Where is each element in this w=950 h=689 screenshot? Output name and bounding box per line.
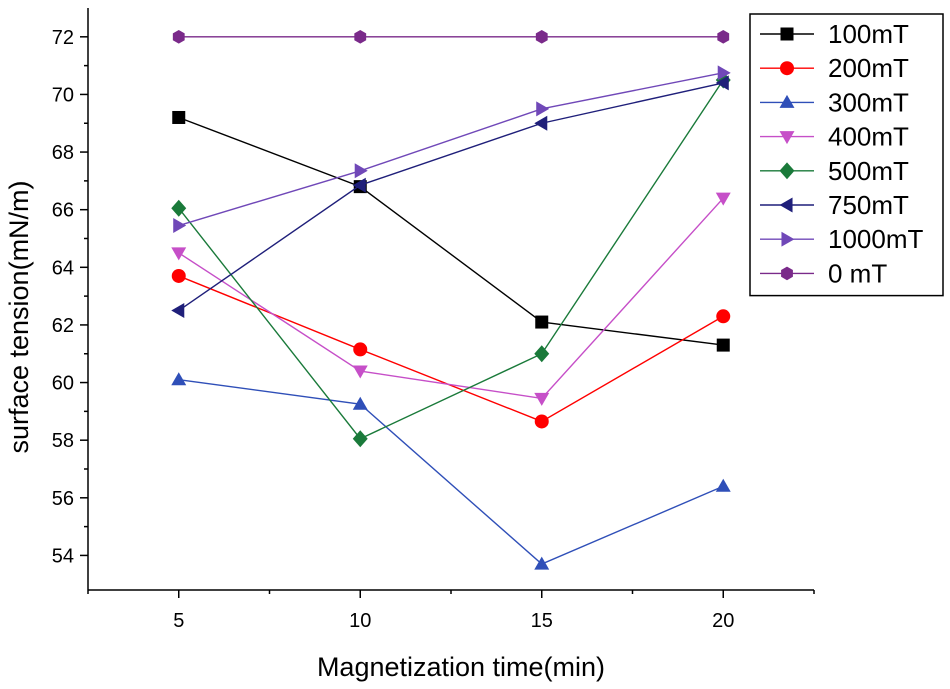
series-line-300mt	[178, 378, 724, 565]
legend-label: 0 mT	[828, 258, 887, 288]
legend-marker	[779, 197, 793, 213]
data-point-300mt	[715, 478, 731, 492]
y-tick-label: 64	[52, 257, 74, 279]
legend-entry-750mt: 750mT	[760, 190, 909, 220]
legend-label: 300mT	[828, 87, 909, 117]
legend-label: 750mT	[828, 190, 909, 220]
series-0mt	[172, 29, 730, 44]
data-point-750mt	[534, 115, 548, 131]
legend-marker	[779, 131, 795, 145]
data-point-750mt	[352, 177, 366, 193]
data-point-100mt	[535, 315, 549, 329]
data-point-1000mt	[717, 65, 731, 81]
series-750mt	[171, 75, 729, 318]
data-point-1000mt	[536, 101, 550, 117]
data-point-0mt	[535, 29, 548, 44]
y-tick-label: 56	[52, 488, 74, 510]
data-point-400mt	[352, 365, 368, 379]
data-point-400mt	[171, 247, 187, 261]
legend-entry-100mt: 100mT	[760, 19, 909, 49]
legend-box	[749, 13, 944, 297]
legend-marker	[779, 94, 795, 108]
y-tick-label: 58	[52, 430, 74, 452]
data-point-200mt	[171, 268, 186, 283]
data-point-400mt	[534, 392, 550, 406]
data-point-500mt	[352, 430, 368, 448]
data-point-500mt	[534, 345, 550, 363]
y-tick-label: 60	[52, 373, 74, 395]
data-point-400mt	[715, 192, 731, 206]
data-point-200mt	[716, 309, 731, 324]
series-200mt	[171, 268, 731, 429]
data-point-1000mt	[354, 163, 368, 179]
data-point-100mt	[172, 110, 186, 124]
series-line-100mt	[178, 116, 724, 346]
legend-entry-400mt: 400mT	[760, 122, 909, 152]
legend-entry-300mt: 300mT	[760, 87, 909, 117]
legend-entry-0mt: 0 mT	[760, 258, 887, 288]
legend-marker	[779, 162, 795, 180]
series-400mt	[171, 192, 731, 406]
series-300mt	[171, 372, 731, 570]
series-line-200mt	[178, 275, 724, 423]
legend-entry-200mt: 200mT	[760, 53, 909, 83]
y-tick-label: 72	[52, 27, 74, 49]
plot-area	[171, 29, 731, 570]
legend-label: 1000mT	[828, 224, 923, 254]
series-1000mt	[173, 65, 731, 234]
data-point-0mt	[172, 29, 185, 44]
y-axis-title: surface tension(mN/m)	[4, 180, 34, 453]
legend-marker	[781, 231, 795, 247]
x-tick-label: 20	[712, 610, 734, 632]
legend-marker	[781, 266, 793, 281]
y-tick-label: 66	[52, 200, 74, 222]
y-tick-label: 54	[52, 545, 74, 567]
legend-marker	[780, 27, 794, 41]
data-point-1000mt	[173, 218, 187, 234]
x-tick-label: 15	[531, 610, 553, 632]
series-100mt	[172, 110, 730, 352]
data-point-300mt	[171, 372, 187, 386]
legend-label: 100mT	[828, 19, 909, 49]
series-line-400mt	[178, 197, 724, 400]
legend-label: 400mT	[828, 122, 909, 152]
series-line-750mt	[178, 82, 724, 312]
y-tick-label: 70	[52, 84, 74, 106]
series-500mt	[171, 71, 731, 448]
legend-entry-500mt: 500mT	[760, 156, 909, 186]
legend-marker	[780, 61, 794, 76]
y-tick-label: 62	[52, 315, 74, 337]
axes: 54 56 58 60 62 64 66 68 70 72 5 10 15 20	[52, 8, 815, 632]
data-point-0mt	[717, 29, 730, 44]
legend: 100mT 200mT 300mT 400mT 500mT 750mT 1000mT 0 mT	[749, 13, 944, 297]
data-point-100mt	[716, 338, 730, 352]
data-point-0mt	[354, 29, 367, 44]
data-point-200mt	[534, 414, 549, 429]
data-point-300mt	[534, 556, 550, 570]
legend-label: 500mT	[828, 156, 909, 186]
data-point-200mt	[353, 342, 368, 357]
legend-entry-1000mt: 1000mT	[760, 224, 923, 254]
data-point-300mt	[352, 396, 368, 410]
y-tick-label: 68	[52, 142, 74, 164]
data-point-500mt	[171, 199, 187, 217]
x-tick-label: 10	[349, 610, 371, 632]
data-point-750mt	[171, 303, 185, 318]
data-point-750mt	[715, 75, 729, 91]
legend-label: 200mT	[828, 53, 909, 83]
x-axis-title: Magnetization time(min)	[317, 652, 605, 682]
series-line-1000mt	[178, 72, 724, 227]
x-tick-label: 5	[173, 610, 184, 632]
series-line-500mt	[178, 79, 724, 440]
